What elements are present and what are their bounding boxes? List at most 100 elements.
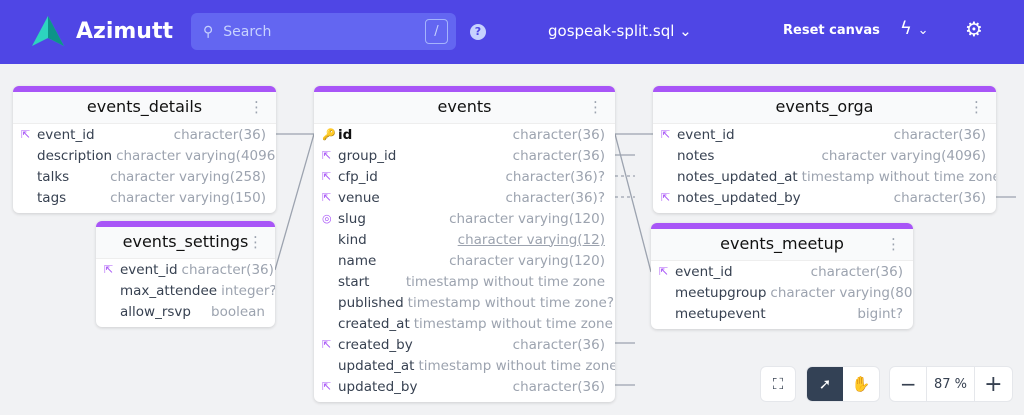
- zoom-controls: − 87 % +: [889, 366, 1013, 402]
- column-row[interactable]: max_attendee integer?: [96, 280, 275, 301]
- column-type: character varying(120): [449, 252, 605, 269]
- column-row[interactable]: ⇱ event_id character(36): [96, 259, 275, 280]
- features-dropdown[interactable]: ϟ ⌄: [900, 18, 929, 39]
- column-row[interactable]: ⇱ event_id character(36): [651, 261, 913, 282]
- column-name: notes_updated_at: [677, 168, 798, 185]
- table-events-orga[interactable]: events_orga ⋮ ⇱ event_id character(36) notes c…: [653, 86, 996, 213]
- help-icon[interactable]: ?: [470, 24, 486, 40]
- table-header[interactable]: events_orga ⋮: [653, 92, 996, 124]
- table-events-settings[interactable]: events_settings ⋮ ⇱ event_id character(36) ma…: [96, 221, 275, 327]
- column-name: start: [338, 273, 370, 290]
- column-name: event_id: [37, 126, 95, 143]
- zoom-in-button[interactable]: +: [984, 371, 1003, 397]
- column-type: character varying(120): [449, 210, 605, 227]
- column-type: character varying(4096): [821, 147, 986, 164]
- drag-mode-button[interactable]: ✋: [843, 367, 879, 401]
- column-name: cfp_id: [338, 168, 378, 185]
- table-header[interactable]: events ⋮: [314, 92, 615, 124]
- column-type: character varying(150): [110, 189, 266, 206]
- table-header[interactable]: events_settings ⋮: [96, 227, 275, 259]
- column-name: id: [338, 126, 353, 143]
- column-row[interactable]: ⇱ event_id character(36): [13, 124, 276, 145]
- table-events-meetup[interactable]: events_meetup ⋮ ⇱ event_id character(36) meet…: [651, 223, 913, 329]
- column-row[interactable]: allow_rsvp boolean: [96, 301, 275, 322]
- column-row[interactable]: ⇱ cfp_id character(36)?: [314, 166, 615, 187]
- settings-gear-icon[interactable]: ⚙: [965, 17, 983, 41]
- column-name: meetupevent: [675, 305, 766, 322]
- column-row[interactable]: tags character varying(150): [13, 187, 276, 208]
- hand-icon: ✋: [851, 375, 871, 393]
- table-name: events_details: [86, 97, 203, 116]
- external-link-icon: ⇱: [104, 263, 114, 276]
- column-row[interactable]: 🔑 id character(36): [314, 124, 615, 145]
- column-row[interactable]: talks character varying(258): [13, 166, 276, 187]
- table-menu-icon[interactable]: ⋮: [969, 98, 984, 116]
- column-type: character(36): [181, 261, 274, 278]
- column-row[interactable]: description character varying(4096): [13, 145, 276, 166]
- column-row[interactable]: ⇱ venue character(36)?: [314, 187, 615, 208]
- column-row[interactable]: ◎ slug character varying(120): [314, 208, 615, 229]
- logo[interactable]: Azimutt: [32, 16, 173, 46]
- column-name: description: [37, 147, 113, 164]
- fit-screen-icon: ⛶: [772, 375, 784, 393]
- column-row[interactable]: start timestamp without time zone: [314, 271, 615, 292]
- column-name: event_id: [677, 126, 735, 143]
- link-meetup-events: [614, 133, 652, 273]
- column-name: venue: [338, 189, 380, 206]
- table-events[interactable]: events ⋮ 🔑 id character(36) ⇱ group_id characte…: [314, 86, 615, 402]
- column-row[interactable]: created_at timestamp without time zone: [314, 313, 615, 334]
- column-row[interactable]: name character varying(120): [314, 250, 615, 271]
- table-name: events_orga: [775, 97, 874, 116]
- column-type: timestamp without time zone: [418, 357, 615, 374]
- external-link-icon: ⇱: [322, 191, 332, 204]
- column-row[interactable]: updated_at timestamp without time zone: [314, 355, 615, 376]
- column-row[interactable]: notes_updated_at timestamp without time z…: [653, 166, 996, 187]
- column-row[interactable]: ⇱ updated_by character(36): [314, 376, 615, 397]
- zoom-level[interactable]: 87 %: [927, 367, 975, 401]
- column-name: tags: [37, 189, 67, 206]
- table-events-details[interactable]: events_details ⋮ ⇱ event_id character(36) des…: [13, 86, 276, 213]
- table-menu-icon[interactable]: ⋮: [249, 98, 264, 116]
- column-type: character(36): [512, 147, 605, 164]
- search-input[interactable]: ⚲ Search /: [191, 13, 456, 50]
- column-row[interactable]: notes character varying(4096): [653, 145, 996, 166]
- column-row[interactable]: ⇱ notes_updated_by character(36): [653, 187, 996, 208]
- column-row[interactable]: ⇱ group_id character(36): [314, 145, 615, 166]
- column-name: group_id: [338, 147, 397, 164]
- column-name: notes: [677, 147, 715, 164]
- link-settings-events: [274, 133, 315, 271]
- column-name: created_by: [338, 336, 413, 353]
- column-row[interactable]: meetupevent bigint?: [651, 303, 913, 324]
- external-link-icon: ⇱: [322, 380, 332, 393]
- column-row[interactable]: kind character varying(12): [314, 229, 615, 250]
- column-row[interactable]: ⇱ created_by character(36): [314, 334, 615, 355]
- column-type: timestamp without time zone: [413, 315, 613, 332]
- table-header[interactable]: events_meetup ⋮: [651, 229, 913, 261]
- zoom-out-button[interactable]: −: [890, 367, 928, 401]
- table-name: events_settings: [122, 232, 249, 251]
- column-name: talks: [37, 168, 70, 185]
- column-row[interactable]: meetupgroup character varying(80)?: [651, 282, 913, 303]
- table-name: events: [437, 97, 492, 116]
- column-type: bigint?: [857, 305, 903, 322]
- column-row[interactable]: ⇱ event_id character(36): [653, 124, 996, 145]
- external-link-icon: ⇱: [322, 149, 332, 162]
- table-menu-icon[interactable]: ⋮: [248, 233, 263, 251]
- fit-to-screen-button[interactable]: ⛶: [760, 366, 796, 402]
- column-type: character(36): [512, 378, 605, 395]
- project-dropdown[interactable]: gospeak-split.sql ⌄: [548, 22, 692, 40]
- external-link-icon: ⇱: [322, 338, 332, 351]
- column-name: created_at: [338, 315, 410, 332]
- column-row[interactable]: published timestamp without time zone?: [314, 292, 615, 313]
- table-menu-icon[interactable]: ⋮: [588, 98, 603, 116]
- column-name: max_attendee: [120, 282, 218, 299]
- column-type: character(36): [893, 126, 986, 143]
- table-menu-icon[interactable]: ⋮: [886, 235, 901, 253]
- table-header[interactable]: events_details ⋮: [13, 92, 276, 124]
- select-mode-button[interactable]: ➚: [807, 367, 843, 401]
- reset-canvas-button[interactable]: Reset canvas: [783, 23, 880, 38]
- column-type: character(36)?: [505, 189, 605, 206]
- column-name: kind: [338, 231, 367, 248]
- column-name: updated_at: [338, 357, 415, 374]
- column-type: character(36)?: [505, 168, 605, 185]
